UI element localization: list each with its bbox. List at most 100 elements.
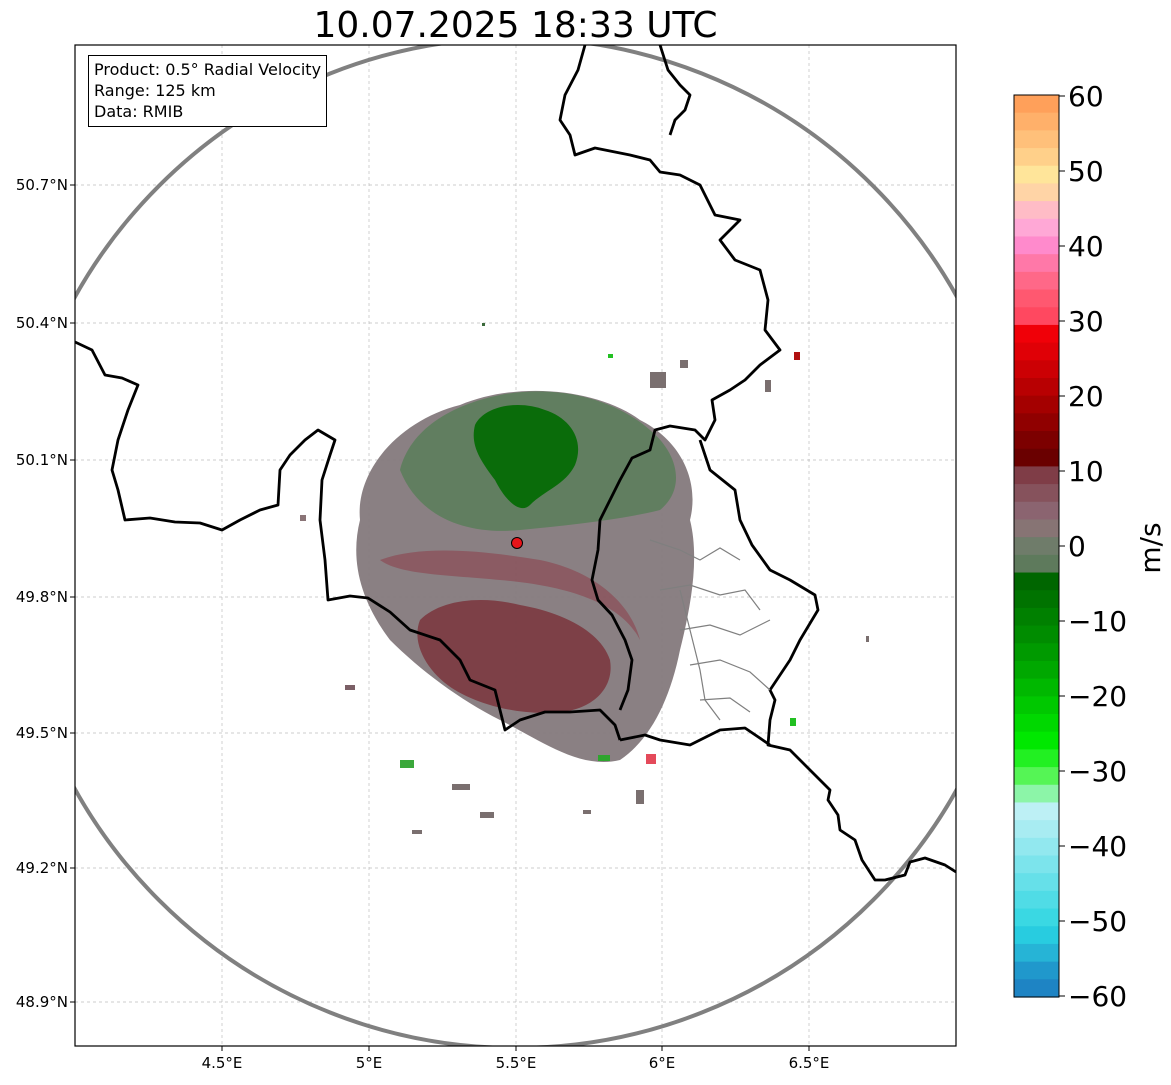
colorbar-tick-label: 30 (1068, 305, 1104, 338)
echo-speckle (636, 790, 644, 804)
echo-speckle (608, 354, 613, 358)
border-north-stub (658, 45, 692, 136)
colorbar-tick-label: 50 (1068, 155, 1104, 188)
echo-speckle (480, 812, 494, 818)
colorbar-step (1014, 218, 1059, 238)
lon-labels: 4.5°E 5°E 5.5°E 6°E 6.5°E (202, 1054, 830, 1072)
colorbar-step (1014, 607, 1059, 627)
colorbar-step (1014, 731, 1059, 750)
colorbar-step (1014, 979, 1059, 998)
colorbar-unit: m/s (1134, 522, 1167, 573)
lat-label: 49.8°N (16, 588, 68, 606)
lon-label: 5°E (356, 1054, 383, 1072)
colorbar-step (1014, 943, 1059, 963)
echo-speckle (790, 718, 796, 726)
lat-labels: 50.7°N 50.4°N 50.1°N 49.8°N 49.5°N 49.2°… (16, 176, 68, 1011)
colorbar-step (1014, 112, 1059, 131)
lat-label: 48.9°N (16, 993, 68, 1011)
lat-label: 49.5°N (16, 724, 68, 742)
colorbar-step (1014, 784, 1059, 804)
colorbar-step (1014, 165, 1059, 185)
echo-speckle (598, 755, 610, 761)
info-data-source: Data: RMIB (94, 102, 184, 121)
lon-label: 6°E (649, 1054, 676, 1072)
echo-speckle (400, 760, 414, 768)
echo-outbound-core (417, 600, 611, 713)
echo-speckle (794, 352, 800, 360)
colorbar-step (1014, 537, 1059, 556)
colorbar-tick-label: 60 (1068, 80, 1104, 113)
colorbar-step (1014, 95, 1059, 114)
colorbar-tick-label: 40 (1068, 230, 1104, 263)
lat-label: 50.4°N (16, 314, 68, 332)
colorbar-step (1014, 802, 1059, 821)
colorbar-step (1014, 130, 1059, 149)
colorbar-step (1014, 360, 1059, 379)
colorbar-tick-label: −40 (1068, 830, 1127, 863)
colorbar-step (1014, 413, 1059, 432)
colorbar-step (1014, 820, 1059, 839)
colorbar-step (1014, 696, 1059, 715)
colorbar-step (1014, 749, 1059, 768)
info-box: Product: 0.5° Radial Velocity Range: 125… (88, 55, 328, 127)
colorbar-ticks (1059, 95, 1065, 997)
colorbar-step (1014, 572, 1059, 591)
colorbar-step (1014, 271, 1059, 291)
colorbar-tick-label: 20 (1068, 380, 1104, 413)
echo-speckle (482, 323, 485, 326)
colorbar-step (1014, 926, 1059, 945)
colorbar-step (1014, 767, 1059, 786)
echo-speckle (300, 515, 306, 521)
echo-speckle (345, 685, 355, 690)
colorbar-step (1014, 448, 1059, 468)
colorbar-step (1014, 855, 1059, 874)
axis-ticks (70, 184, 810, 1051)
colorbar-step (1014, 678, 1059, 697)
colorbar-step (1014, 961, 1059, 980)
echo-speckle (646, 754, 656, 764)
colorbar-step (1014, 873, 1059, 892)
border-south (619, 726, 771, 747)
lon-label: 5.5°E (496, 1054, 537, 1072)
colorbar-tick-label: −20 (1068, 680, 1127, 713)
colorbar-step (1014, 148, 1059, 167)
border-fr-be-west (75, 340, 622, 741)
colorbar-tick-label: −50 (1068, 905, 1127, 938)
colorbar-step (1014, 837, 1059, 857)
colorbar-step (1014, 908, 1059, 927)
colorbar-step (1014, 395, 1059, 414)
echo-speckle (866, 636, 869, 642)
colorbar-step (1014, 590, 1059, 609)
colorbar-step (1014, 660, 1059, 680)
colorbar-step (1014, 236, 1059, 255)
colorbar-step (1014, 377, 1059, 397)
radar-site-marker (511, 537, 523, 549)
map-title: 10.07.2025 18:33 UTC (313, 5, 718, 46)
echo-speckle (412, 830, 422, 834)
colorbar-step (1014, 289, 1059, 308)
info-product: Product: 0.5° Radial Velocity (94, 60, 322, 79)
country-borders (75, 45, 956, 882)
radar-echoes (300, 323, 869, 834)
colorbar-tick-label: 10 (1068, 455, 1104, 488)
colorbar (1013, 94, 1060, 998)
colorbar-step (1014, 201, 1059, 220)
colorbar-tick-label: −10 (1068, 605, 1127, 638)
colorbar-tick-label: −30 (1068, 755, 1127, 788)
colorbar-step (1014, 554, 1059, 574)
info-range: Range: 125 km (94, 81, 216, 100)
colorbar-step (1014, 431, 1059, 450)
colorbar-step (1014, 466, 1059, 485)
echo-speckle (650, 372, 666, 388)
colorbar-step (1014, 254, 1059, 273)
border-be-de-north (558, 45, 782, 711)
colorbar-step (1014, 714, 1059, 733)
echo-speckle (765, 380, 771, 392)
lu-internal-borders (649, 539, 771, 721)
echo-speckle (680, 360, 688, 368)
lat-label: 50.7°N (16, 176, 68, 194)
colorbar-step (1014, 625, 1059, 644)
echo-outbound-mid (380, 550, 640, 640)
colorbar-step (1014, 484, 1059, 503)
echo-speckle (583, 810, 591, 814)
